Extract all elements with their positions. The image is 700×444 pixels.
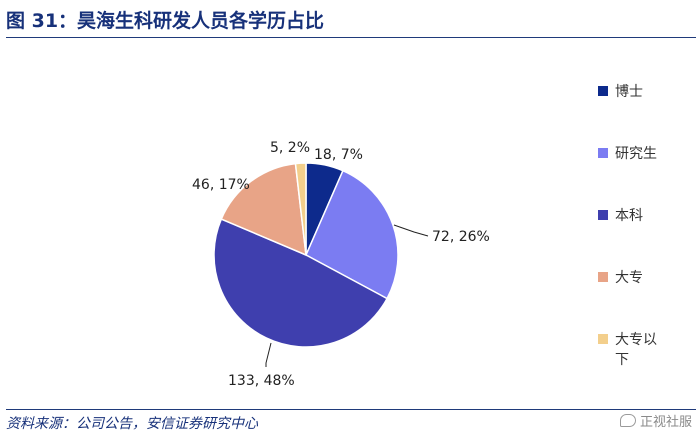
watermark: 正视社服 bbox=[619, 411, 692, 430]
legend-label-5-line-2: 下 bbox=[615, 352, 629, 368]
pie-slice-4 bbox=[220, 162, 307, 257]
legend-label-3: 本科 bbox=[615, 208, 643, 224]
wechat-icon bbox=[619, 414, 636, 427]
legend-label-5-line-1: 大专以 bbox=[615, 332, 657, 348]
legend-label-2: 研究生 bbox=[615, 146, 657, 162]
pie-slice-5 bbox=[294, 162, 307, 256]
legend-swatch-4 bbox=[598, 272, 608, 282]
data-label-3: 133, 48% bbox=[228, 373, 295, 389]
legend-swatch-3 bbox=[598, 210, 608, 220]
legend-swatch-2 bbox=[598, 148, 608, 158]
leader-line-2 bbox=[393, 224, 429, 237]
source-note: 资料来源：公司公告，安信证券研究中心 bbox=[6, 416, 258, 432]
pie-chart: 18, 7% 72, 26% 133, 48% 46, 17% 5, 2% 博士研究生本… bbox=[192, 83, 657, 389]
leader-line-3 bbox=[265, 342, 272, 367]
data-label-1: 18, 7% bbox=[314, 147, 363, 163]
figure-title: 图 31：昊海生科研发人员各学历占比 bbox=[6, 10, 325, 32]
data-labels: 18, 7% 72, 26% 133, 48% 46, 17% 5, 2% bbox=[192, 140, 490, 389]
legend-swatch-1 bbox=[598, 86, 608, 96]
legend-swatch-5 bbox=[598, 334, 608, 344]
pie-slices bbox=[213, 162, 399, 348]
data-label-2: 72, 26% bbox=[432, 229, 490, 245]
label-leader-lines bbox=[265, 224, 429, 367]
source-rule bbox=[6, 409, 696, 410]
pie-slice-3 bbox=[213, 218, 389, 348]
data-label-4: 46, 17% bbox=[192, 177, 250, 193]
title-rule bbox=[6, 37, 696, 38]
data-label-5: 5, 2% bbox=[270, 140, 310, 156]
watermark-text: 正视社服 bbox=[639, 415, 692, 430]
legend-label-1: 博士 bbox=[615, 83, 643, 100]
legend-label-4: 大专 bbox=[615, 270, 643, 286]
